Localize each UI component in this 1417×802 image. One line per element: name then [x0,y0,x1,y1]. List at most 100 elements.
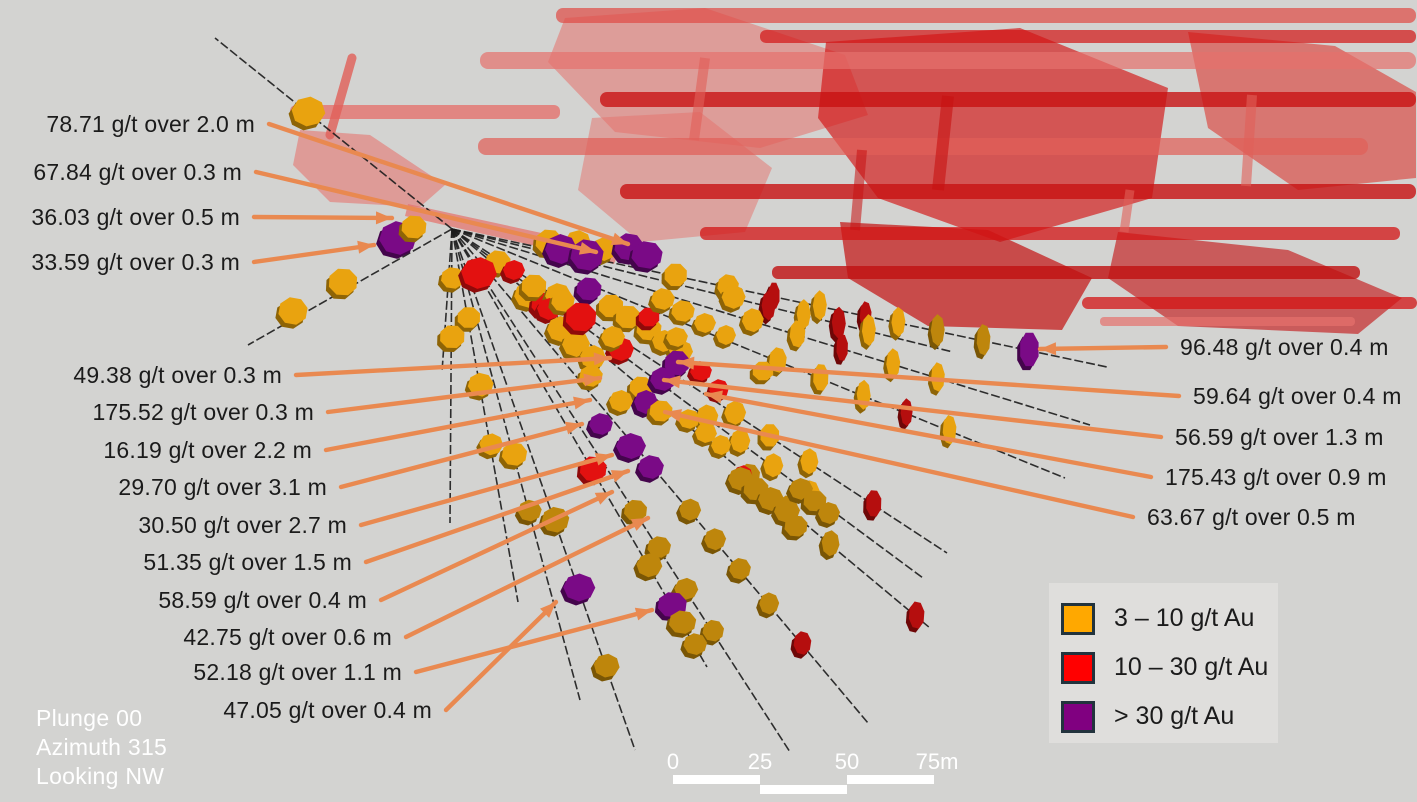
legend-label-10-30: 10 – 30 g/t Au [1114,653,1269,681]
leader-arrowhead-icon [630,518,648,531]
leader-line [266,121,631,247]
legend-swatch-over-30 [1061,700,1095,733]
assay-disc [651,288,675,310]
assay-disc [291,96,326,127]
drill-hole-trace [451,228,1066,479]
leader-line [358,452,615,528]
leader-arrowhead-icon [357,240,374,254]
assay-disc [908,601,925,629]
leader-arrowhead-icon [594,453,612,466]
assay-disc [565,302,597,332]
assay-annotation: 52.18 g/t over 1.1 m [193,659,402,685]
assay-disc [631,241,663,269]
assay-disc [649,400,673,422]
leader-line [403,515,651,640]
assay-disc [812,290,827,321]
leader-line [662,409,1136,520]
scale-tick: 50 [834,749,860,774]
assay-disc [759,592,780,615]
assay-annotation: 42.75 g/t over 0.6 m [183,624,392,650]
assay-disc [503,260,525,280]
assay-disc [821,530,840,557]
assay-disc [441,267,465,289]
assay-annotation: 63.67 g/t over 0.5 m [1147,504,1356,530]
assay-disc [683,633,708,655]
assay-disc [724,400,747,425]
assay-disc [576,277,602,301]
leader-line [675,359,1182,399]
scale-tick: 0 [666,749,680,774]
assay-disc [761,290,776,321]
assay-disc [931,362,945,392]
annotation-leader-lines [251,121,1182,713]
leader-arrowhead-icon [564,421,582,435]
assay-annotation: 96.48 g/t over 0.4 m [1180,334,1389,360]
leader-arrowhead-icon [573,396,590,410]
assay-annotation: 78.71 g/t over 2.0 m [46,111,255,137]
legend-item-over-30: > 30 g/t Au [1061,692,1278,741]
assay-disc [457,307,480,328]
assay-disc [278,297,308,325]
leader-arrowhead-icon [594,492,612,505]
assay-disc [716,325,736,345]
assay-disc [616,433,646,459]
assay-disc [638,455,664,479]
scale-bar-segment [673,775,760,784]
legend-label-3-10: 3 – 10 g/t Au [1114,604,1255,632]
legend-item-10-30: 10 – 30 g/t Au [1061,643,1278,692]
leader-arrowhead-icon [678,356,695,370]
legend: 3 – 10 g/t Au 10 – 30 g/t Au > 30 g/t Au [1049,583,1278,743]
leader-line [293,355,613,378]
leader-line [253,169,599,255]
scale-tick: 75m [915,749,959,774]
leader-line [378,489,615,603]
assay-disc [671,300,695,322]
assay-disc [668,610,697,634]
assay-disc [679,498,702,521]
leader-line [443,599,559,713]
drill-hole-trace [214,37,453,230]
assay-disc [729,558,751,580]
assay-disc [793,631,812,655]
leader-line [363,468,631,565]
assay-disc [891,306,906,337]
assay-disc [609,390,633,412]
legend-label-over-30: > 30 g/t Au [1114,702,1235,730]
assay-disc [836,334,848,361]
plunge-label: Plunge 00 [36,705,143,731]
leader-arrowhead-icon [1040,342,1057,356]
assay-disc [721,284,746,309]
leader-arrowhead-icon [706,390,723,404]
assay-disc [702,619,724,642]
assay-annotation: 29.70 g/t over 3.1 m [118,474,327,500]
assay-annotation: 56.59 g/t over 1.3 m [1175,424,1384,450]
assay-disc [730,428,751,453]
legend-item-3-10: 3 – 10 g/t Au [1061,594,1278,643]
assay-disc [695,423,717,443]
assay-disc [624,499,647,521]
leader-arrowhead-icon [583,373,600,387]
leader-arrowhead-icon [664,375,681,389]
leader-arrowhead-icon [593,352,610,366]
assay-disc [562,331,590,357]
assay-disc [800,448,819,475]
assay-annotation: 36.03 g/t over 0.5 m [31,204,240,230]
assay-disc [664,263,687,287]
leader-line [325,375,603,415]
leader-line [323,397,593,453]
leader-arrowhead-icon [540,602,556,618]
assay-disc [461,257,497,289]
legend-swatch-3-10 [1061,602,1095,635]
drill-hole-trace [451,228,791,753]
legend-swatch-10-30 [1061,651,1095,684]
assay-disc [704,528,727,551]
assay-disc [831,306,846,339]
assay-disc [694,313,716,333]
assay-disc [711,435,731,455]
assay-disc [976,324,991,356]
assay-disc [763,453,784,478]
assay-disc [501,442,528,466]
scale-bar-segment [760,785,847,794]
